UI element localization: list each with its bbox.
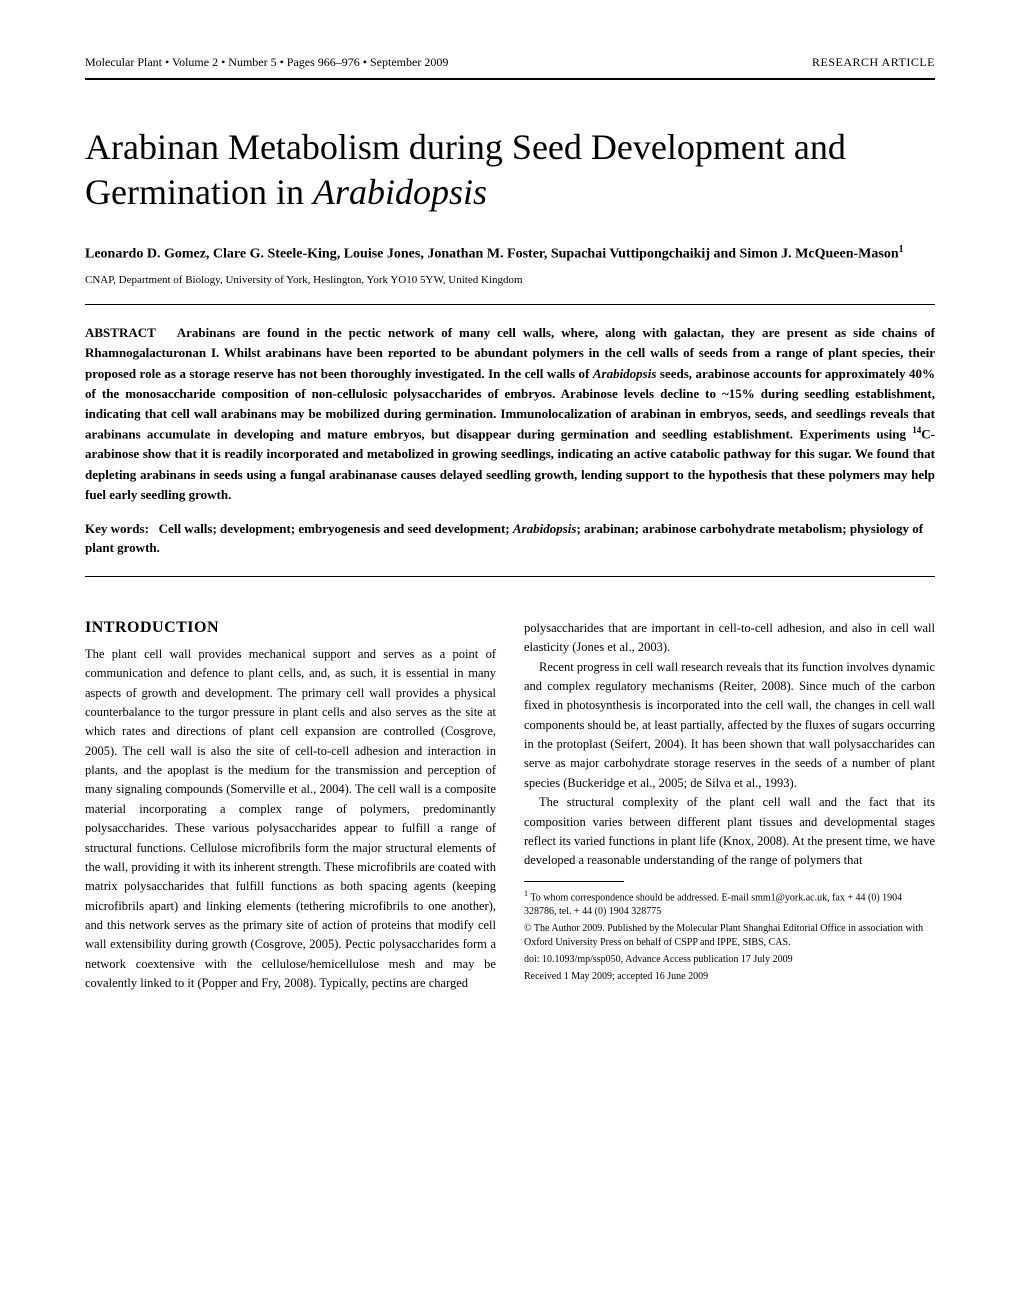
footnote-doi: doi: 10.1093/mp/ssp050, Advance Access p… xyxy=(524,953,935,967)
author-affil-sup: 1 xyxy=(899,244,904,255)
abstract-isotope-sup: 14 xyxy=(912,425,921,435)
introduction-heading: INTRODUCTION xyxy=(85,619,496,637)
article-title: Arabinan Metabolism during Seed Developm… xyxy=(85,125,935,215)
footnote-block: 1 To whom correspondence should be addre… xyxy=(524,881,935,984)
footnote-rule xyxy=(524,881,624,882)
footnote-copyright: © The Author 2009. Published by the Mole… xyxy=(524,922,935,950)
keywords-label: Key words: xyxy=(85,521,149,536)
keywords-species: Arabidopsis xyxy=(513,521,577,536)
two-column-body: INTRODUCTION The plant cell wall provide… xyxy=(85,619,935,994)
keywords-line: Key words: Cell walls; development; embr… xyxy=(85,519,935,558)
intro-para-2: polysaccharides that are important in ce… xyxy=(524,619,935,658)
rule-above-abstract xyxy=(85,304,935,305)
abstract-species: Arabidopsis xyxy=(593,366,657,381)
abstract-block: ABSTRACT Arabinans are found in the pect… xyxy=(85,323,935,505)
author-list: Leonardo D. Gomez, Clare G. Steele-King,… xyxy=(85,243,935,264)
footnote-1-text: To whom correspondence should be address… xyxy=(524,892,902,917)
running-header: Molecular Plant • Volume 2 • Number 5 • … xyxy=(85,55,935,70)
rule-below-keywords xyxy=(85,576,935,577)
keywords-seg1: Cell walls; development; embryogenesis a… xyxy=(159,521,513,536)
footnote-correspondence: 1 To whom correspondence should be addre… xyxy=(524,888,935,919)
header-rule xyxy=(85,78,935,80)
intro-para-1: The plant cell wall provides mechanical … xyxy=(85,645,496,994)
abstract-paragraph: ABSTRACT Arabinans are found in the pect… xyxy=(85,323,935,505)
article-type: RESEARCH ARTICLE xyxy=(812,55,935,70)
footnote-dates: Received 1 May 2009; accepted 16 June 20… xyxy=(524,970,935,984)
authors-text: Leonardo D. Gomez, Clare G. Steele-King,… xyxy=(85,247,899,262)
intro-para-4: The structural complexity of the plant c… xyxy=(524,793,935,871)
journal-info: Molecular Plant • Volume 2 • Number 5 • … xyxy=(85,55,448,70)
title-species: Arabidopsis xyxy=(313,172,487,212)
intro-para-3: Recent progress in cell wall research re… xyxy=(524,658,935,794)
affiliation: CNAP, Department of Biology, University … xyxy=(85,274,935,286)
abstract-label: ABSTRACT xyxy=(85,325,156,340)
